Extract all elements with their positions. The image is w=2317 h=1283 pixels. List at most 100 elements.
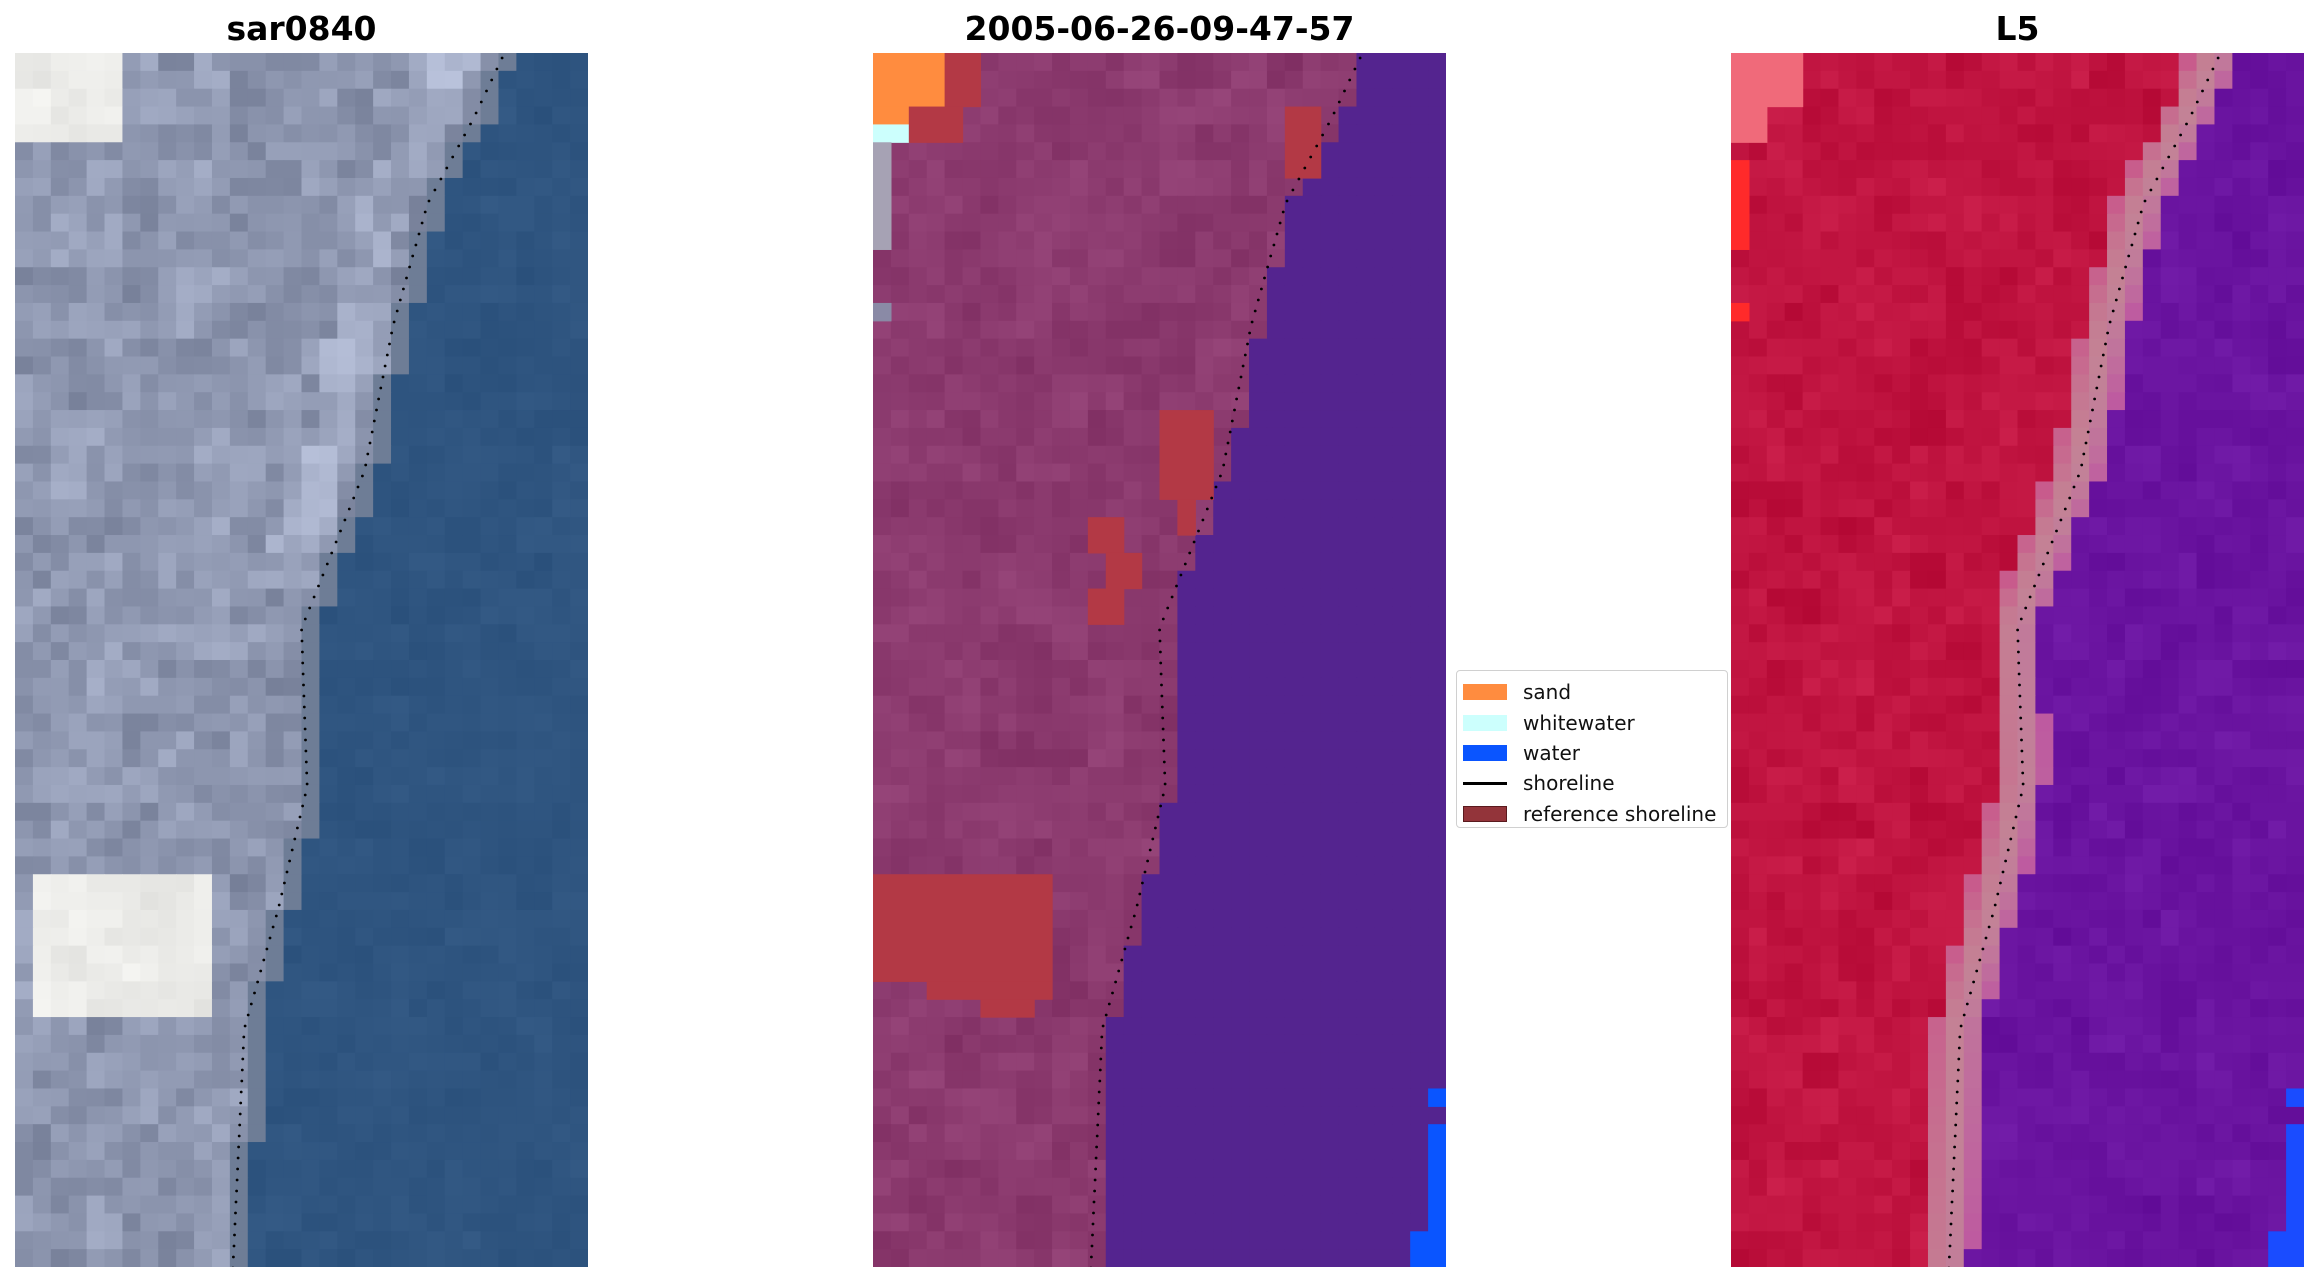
class-pixel bbox=[980, 249, 999, 268]
class-pixel bbox=[1069, 784, 1089, 804]
class-pixel bbox=[962, 660, 982, 679]
rgb-pixel bbox=[265, 463, 285, 483]
class-pixel bbox=[1374, 963, 1393, 982]
rgb-pixel bbox=[247, 285, 267, 304]
rgb-pixel bbox=[534, 820, 553, 840]
class-pixel bbox=[1069, 213, 1089, 233]
rgb-pixel bbox=[301, 320, 321, 340]
rgb-pixel bbox=[15, 606, 34, 625]
class-shoreline-dot bbox=[1161, 716, 1165, 720]
rgb-pixel bbox=[122, 285, 141, 304]
index-pixel bbox=[1892, 142, 1911, 161]
rgb-pixel bbox=[337, 374, 356, 393]
index-panel bbox=[1731, 53, 2304, 1267]
rgb-pixel bbox=[140, 660, 159, 679]
rgb-pixel bbox=[319, 338, 338, 358]
rgb-pixel bbox=[534, 784, 553, 804]
rgb-pixel bbox=[480, 981, 500, 1000]
class-pixel bbox=[1123, 1142, 1143, 1161]
rgb-pixel bbox=[408, 874, 428, 893]
class-pixel bbox=[1141, 713, 1161, 733]
rgb-pixel bbox=[516, 624, 535, 643]
rgb-pixel bbox=[211, 463, 231, 483]
class-pixel bbox=[1410, 427, 1429, 447]
rgb-pixel bbox=[534, 285, 553, 304]
rgb-pixel bbox=[337, 642, 356, 661]
class-pixel bbox=[1177, 320, 1196, 340]
class-pixel bbox=[1159, 374, 1179, 393]
rgb-pixel bbox=[140, 1070, 159, 1090]
index-pixel bbox=[2196, 70, 2216, 90]
class-pixel bbox=[1105, 427, 1125, 447]
class-pixel bbox=[1356, 213, 1375, 233]
class-pixel bbox=[1213, 177, 1232, 197]
rgb-shoreline-dot bbox=[233, 1222, 237, 1226]
class-pixel bbox=[944, 213, 964, 233]
rgb-pixel bbox=[444, 606, 464, 625]
index-pixel bbox=[2107, 124, 2126, 143]
rgb-pixel bbox=[498, 463, 517, 483]
class-pixel bbox=[1266, 856, 1286, 875]
class-pixel bbox=[1087, 802, 1107, 822]
class-pixel bbox=[1302, 481, 1322, 500]
class-pixel bbox=[962, 1017, 982, 1036]
rgb-pixel bbox=[15, 445, 34, 465]
class-pixel bbox=[1052, 410, 1071, 429]
class-pixel bbox=[1195, 53, 1214, 72]
rgb-pixel bbox=[229, 285, 249, 304]
class-pixel bbox=[1087, 427, 1107, 447]
class-pixel bbox=[1356, 570, 1375, 590]
class-pixel bbox=[1123, 802, 1143, 822]
rgb-pixel bbox=[158, 445, 177, 465]
class-pixel bbox=[1231, 927, 1250, 947]
rgb-pixel bbox=[373, 1088, 392, 1107]
rgb-pixel bbox=[68, 1249, 88, 1267]
class-pixel bbox=[1428, 552, 1446, 572]
rgb-pixel bbox=[104, 1017, 124, 1036]
panel-title-rgb: sar0840 bbox=[226, 9, 377, 48]
class-pixel bbox=[1356, 981, 1375, 1000]
class-pixel bbox=[1213, 749, 1232, 768]
rgb-pixel bbox=[408, 53, 428, 72]
index-pixel bbox=[2107, 231, 2126, 250]
class-pixel bbox=[926, 820, 946, 840]
class-shoreline-dot bbox=[1250, 320, 1254, 324]
rgb-pixel bbox=[337, 927, 356, 947]
rgb-shoreline-dot bbox=[445, 166, 449, 170]
rgb-pixel bbox=[516, 338, 535, 358]
rgb-pixel bbox=[140, 892, 159, 911]
rgb-pixel bbox=[373, 267, 392, 286]
rgb-pixel bbox=[391, 267, 410, 286]
rgb-pixel bbox=[444, 856, 464, 875]
index-pixel bbox=[2214, 177, 2233, 197]
rgb-pixel bbox=[247, 213, 267, 233]
index-pixel bbox=[2071, 70, 2090, 90]
rgb-pixel bbox=[122, 481, 141, 500]
rgb-pixel bbox=[265, 1195, 285, 1215]
class-pixel bbox=[1266, 1052, 1286, 1072]
class-pixel bbox=[1213, 677, 1232, 697]
rgb-pixel bbox=[373, 1249, 392, 1267]
rgb-pixel bbox=[104, 1070, 124, 1090]
class-pixel bbox=[1213, 302, 1232, 322]
class-pixel bbox=[1105, 1052, 1125, 1072]
class-pixel bbox=[1249, 945, 1268, 965]
rgb-pixel bbox=[194, 606, 213, 625]
class-pixel bbox=[1159, 1017, 1179, 1036]
class-pixel bbox=[1356, 410, 1375, 429]
rgb-pixel bbox=[516, 499, 535, 518]
class-pixel bbox=[1266, 1124, 1286, 1143]
class-pixel bbox=[1016, 249, 1035, 268]
class-pixel bbox=[1141, 142, 1161, 161]
rgb-pixel bbox=[122, 374, 141, 393]
class-pixel bbox=[1302, 874, 1322, 893]
class-pixel bbox=[1016, 642, 1035, 661]
index-pixel bbox=[1838, 249, 1857, 268]
class-pixel bbox=[1123, 1070, 1143, 1090]
class-pixel bbox=[1320, 767, 1340, 786]
class-pixel bbox=[926, 999, 946, 1018]
index-pixel bbox=[1731, 267, 1750, 286]
class-shoreline-dot bbox=[1099, 1057, 1103, 1061]
rgb-pixel bbox=[373, 374, 392, 393]
rgb-pixel bbox=[50, 1106, 70, 1125]
